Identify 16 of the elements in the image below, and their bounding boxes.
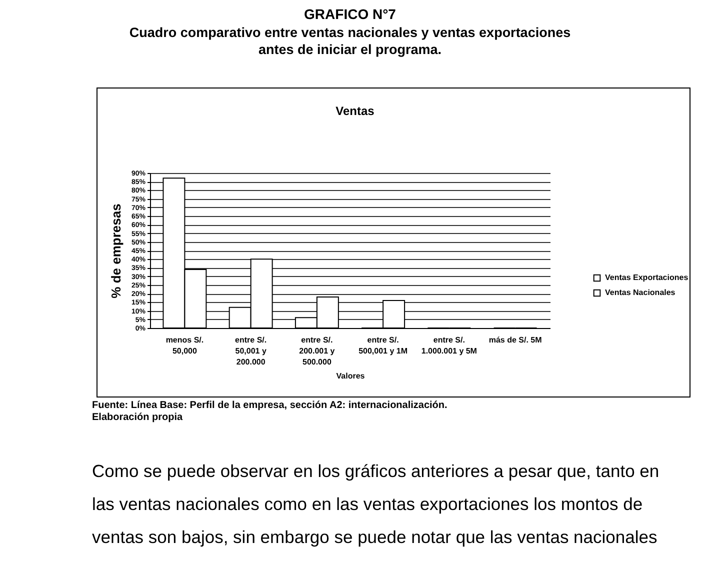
text: Como se puede observar en los gráficos anteriores a pesar que, tanto en las ventas nacionales como en las ventas exportaciones los montos de ventas son bajos, sin embargo se puede notar que las ventas nacionales bbox=[92, 461, 660, 547]
x-tick-label: entre S/. 500,001 y 1M bbox=[358, 336, 408, 356]
text: Cuadro comparativo entre ventas nacionales y ventas exportaciones antes de iniciar el programa. bbox=[129, 25, 571, 57]
legend-label: Ventas Exportaciones bbox=[605, 273, 689, 282]
x-tick-label: entre S/. 50,001 y 200.000 bbox=[235, 336, 267, 366]
x-tick-label: más de S/. 5M bbox=[488, 336, 542, 344]
source-note: Fuente: Línea Base: Perfil de la empresa, sección A2: internacionalización. bbox=[92, 400, 448, 411]
x-tick-label: entre S/. 1.000.001 y 5M bbox=[421, 336, 478, 356]
x-tick-label: menos S/. 50,000 bbox=[166, 336, 204, 356]
text: GRAFICO N°7 bbox=[304, 6, 396, 22]
legend-label: Ventas Nacionales bbox=[605, 288, 676, 297]
x-tick-label: entre S/. 200.001 y 500.000 bbox=[299, 336, 336, 366]
x-axis-title: Valores bbox=[336, 372, 366, 380]
y-axis-title: % de empresas bbox=[108, 204, 124, 298]
text: Elaboración propia bbox=[92, 412, 184, 423]
chart-title: Ventas bbox=[336, 104, 375, 118]
